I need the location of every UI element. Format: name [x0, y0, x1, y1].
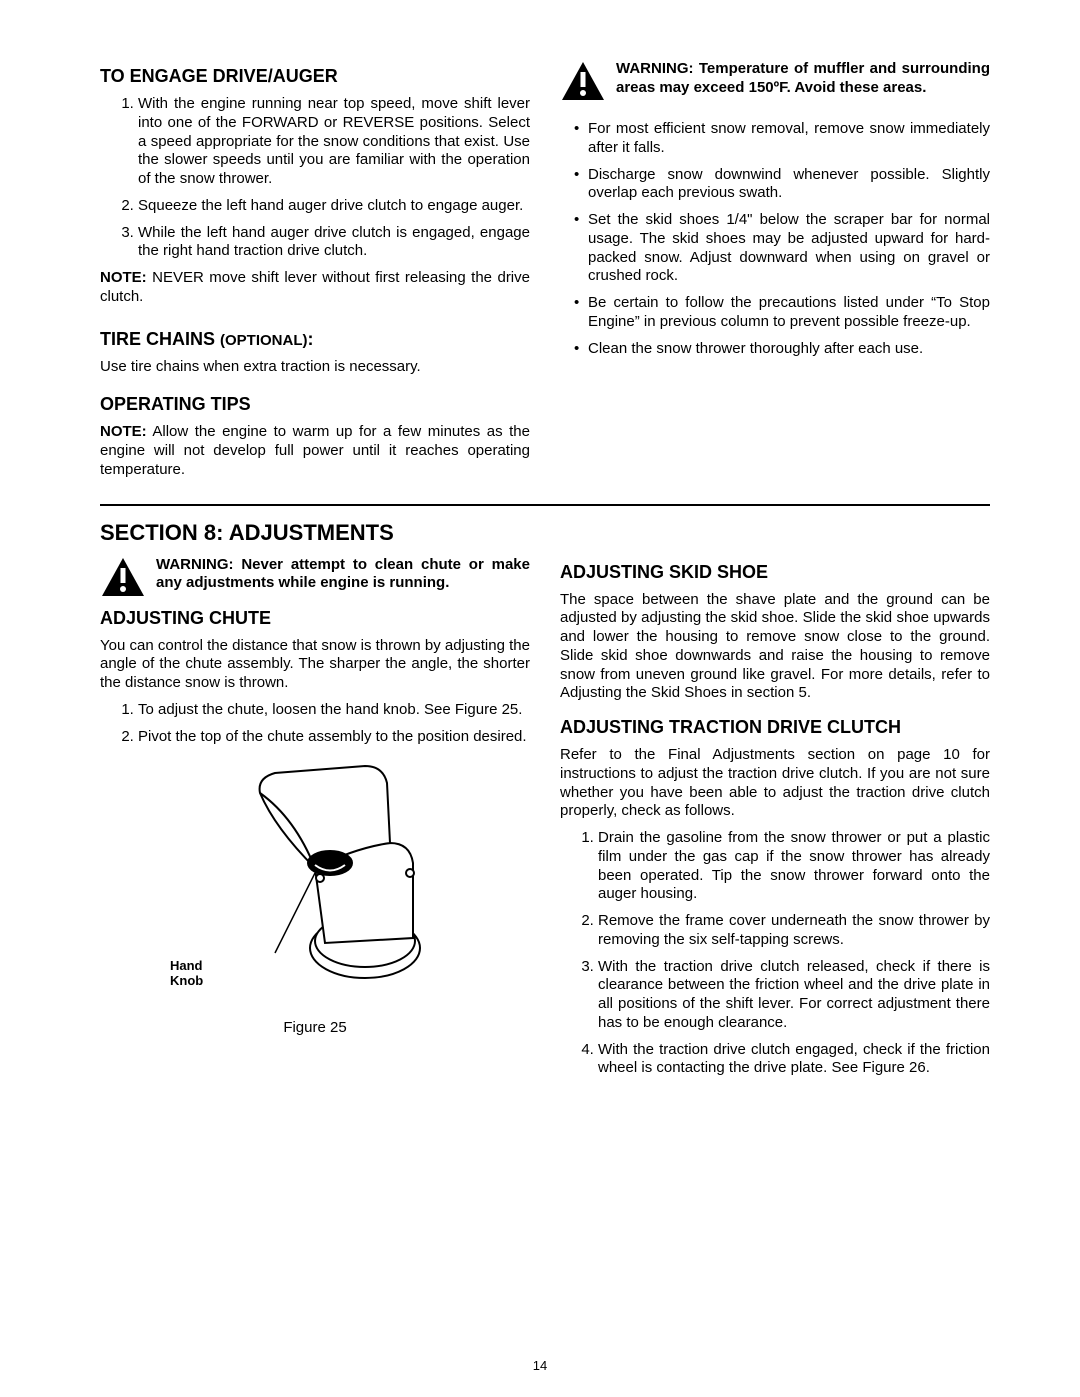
- tip-item: Clean the snow thrower thoroughly after …: [588, 340, 990, 359]
- lower-columns: WARNING: Never attempt to clean chute or…: [100, 556, 990, 1087]
- hand-knob-label-line1: Hand: [170, 958, 203, 973]
- traction-steps-list: Drain the gasoline from the snow thrower…: [560, 829, 990, 1078]
- warning-lead: WARNING:: [156, 556, 234, 573]
- heading-adjusting-traction-drive-clutch: ADJUSTING TRACTION DRIVE CLUTCH: [560, 717, 990, 738]
- hand-knob-label-line2: Knob: [170, 973, 203, 988]
- tire-chains-body: Use tire chains when extra traction is n…: [100, 358, 530, 377]
- figure-25-caption: Figure 25: [100, 1019, 530, 1036]
- traction-step: Remove the frame cover underneath the sn…: [598, 912, 990, 950]
- lower-left-column: WARNING: Never attempt to clean chute or…: [100, 556, 530, 1087]
- heading-adjusting-chute: ADJUSTING CHUTE: [100, 608, 530, 629]
- heading-engage-drive-auger: TO ENGAGE DRIVE/AUGER: [100, 66, 530, 87]
- warning-lead: WARNING:: [616, 60, 694, 77]
- tip-item: Be certain to follow the precautions lis…: [588, 294, 990, 332]
- engage-step: With the engine running near top speed, …: [138, 95, 530, 189]
- tip-item: Discharge snow downwind whenever possibl…: [588, 166, 990, 204]
- skid-shoe-body: The space between the shave plate and th…: [560, 591, 990, 704]
- tire-chains-text: TIRE CHAINS: [100, 329, 220, 349]
- chute-step: To adjust the chute, loosen the hand kno…: [138, 701, 530, 720]
- tire-chains-colon: :: [308, 329, 314, 349]
- operating-note: NOTE: Allow the engine to warm up for a …: [100, 423, 530, 479]
- page-number: 14: [0, 1358, 1080, 1373]
- chute-diagram-svg: [165, 758, 465, 1008]
- traction-step: With the traction drive clutch engaged, …: [598, 1041, 990, 1079]
- adjusting-chute-intro: You can control the distance that snow i…: [100, 637, 530, 693]
- manual-page: TO ENGAGE DRIVE/AUGER With the engine ru…: [0, 0, 1080, 1397]
- heading-adjusting-skid-shoe: ADJUSTING SKID SHOE: [560, 562, 990, 583]
- engage-step: Squeeze the left hand auger drive clutch…: [138, 197, 530, 216]
- section-divider: [100, 504, 990, 506]
- heading-tire-chains: TIRE CHAINS (OPTIONAL):: [100, 329, 530, 350]
- tip-item: For most efficient snow removal, remove …: [588, 120, 990, 158]
- traction-intro: Refer to the Final Adjustments section o…: [560, 746, 990, 821]
- engage-note: NOTE: NEVER move shift lever without fir…: [100, 269, 530, 307]
- warning-triangle-icon: [100, 556, 146, 598]
- engage-step: While the left hand auger drive clutch i…: [138, 224, 530, 262]
- note-lead: NOTE:: [100, 269, 147, 286]
- traction-step: With the traction drive clutch released,…: [598, 958, 990, 1033]
- chute-warning-row: WARNING: Never attempt to clean chute or…: [100, 556, 530, 598]
- adjusting-chute-steps: To adjust the chute, loosen the hand kno…: [100, 701, 530, 747]
- temperature-warning-row: WARNING: Temperature of muffler and surr…: [560, 60, 990, 102]
- note-lead: NOTE:: [100, 423, 147, 440]
- operating-tips-list: For most efficient snow removal, remove …: [560, 120, 990, 358]
- hand-knob-label: Hand Knob: [170, 958, 203, 988]
- chute-step: Pivot the top of the chute assembly to t…: [138, 728, 530, 747]
- note-body: NEVER move shift lever without first rel…: [100, 269, 530, 305]
- chute-warning-text: WARNING: Never attempt to clean chute or…: [156, 556, 530, 594]
- traction-step: Drain the gasoline from the snow thrower…: [598, 829, 990, 904]
- temperature-warning-text: WARNING: Temperature of muffler and surr…: [616, 60, 990, 98]
- warning-triangle-icon: [560, 60, 606, 102]
- lower-right-column: ADJUSTING SKID SHOE The space between th…: [560, 556, 990, 1087]
- upper-left-column: TO ENGAGE DRIVE/AUGER With the engine ru…: [100, 60, 530, 488]
- note-body: Allow the engine to warm up for a few mi…: [100, 423, 530, 478]
- section-8-title: SECTION 8: ADJUSTMENTS: [100, 520, 990, 546]
- heading-operating-tips: OPERATING TIPS: [100, 394, 530, 415]
- figure-25: Hand Knob Figure 25: [100, 758, 530, 1036]
- engage-steps-list: With the engine running near top speed, …: [100, 95, 530, 261]
- tire-chains-optional: (OPTIONAL): [220, 332, 308, 349]
- tip-item: Set the skid shoes 1/4" below the scrape…: [588, 211, 990, 286]
- upper-columns: TO ENGAGE DRIVE/AUGER With the engine ru…: [100, 60, 990, 488]
- upper-right-column: WARNING: Temperature of muffler and surr…: [560, 60, 990, 488]
